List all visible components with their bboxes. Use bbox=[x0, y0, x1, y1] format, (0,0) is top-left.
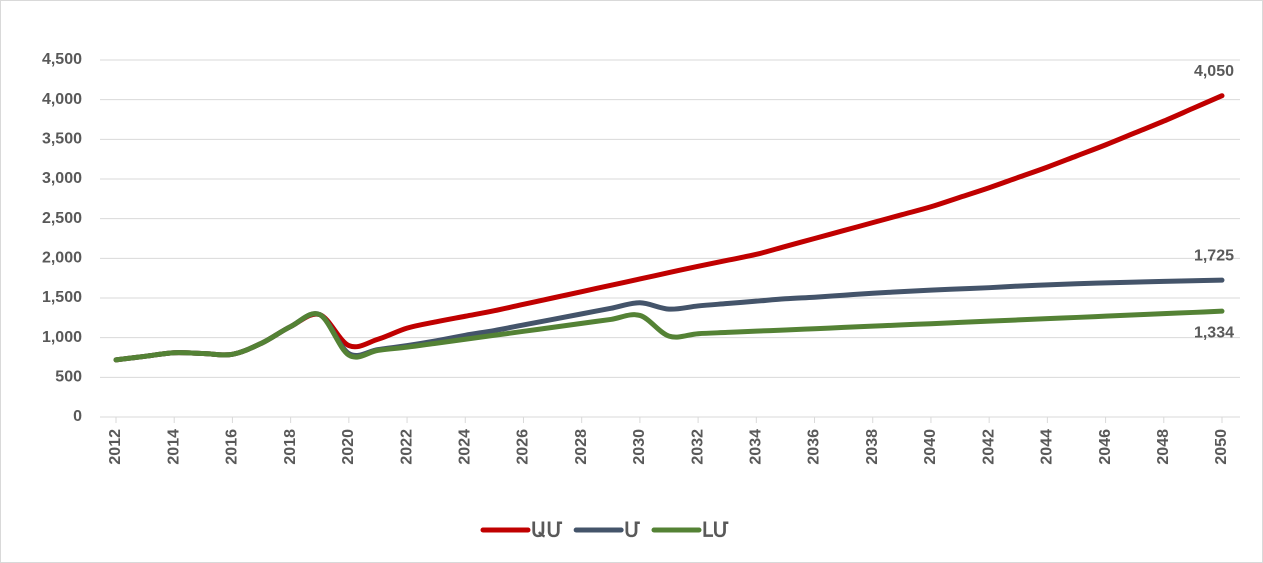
series-line bbox=[113, 308, 1225, 363]
x-tick-label: 2026 bbox=[515, 429, 532, 465]
x-tick-label: 2028 bbox=[573, 429, 590, 465]
data-label: 4,050 bbox=[1194, 63, 1234, 80]
x-tick-label: 2042 bbox=[980, 429, 997, 465]
y-tick-label: 2,500 bbox=[42, 210, 82, 227]
x-tick-label: 2040 bbox=[922, 429, 939, 465]
x-tick-label: 2016 bbox=[224, 429, 241, 465]
y-tick-label: 3,500 bbox=[42, 131, 82, 148]
x-tick-label: 2036 bbox=[806, 429, 823, 465]
x-tick-label: 2032 bbox=[689, 429, 706, 465]
y-tick-label: 3,000 bbox=[42, 170, 82, 187]
x-tick-label: 2034 bbox=[748, 429, 765, 465]
legend-label: ԼՄ bbox=[702, 519, 729, 541]
x-tick-label: 2020 bbox=[340, 429, 357, 465]
y-tick-label: 1,000 bbox=[42, 329, 82, 346]
x-tick-label: 2030 bbox=[631, 429, 648, 465]
x-tick-label: 2022 bbox=[398, 429, 415, 465]
y-tick-label: 4,500 bbox=[42, 51, 82, 68]
x-tick-label: 2046 bbox=[1097, 429, 1114, 465]
x-tick-label: 2050 bbox=[1213, 429, 1230, 465]
y-tick-label: 500 bbox=[55, 369, 82, 386]
x-tick-label: 2038 bbox=[864, 429, 881, 465]
data-label: 1,725 bbox=[1194, 247, 1234, 264]
y-tick-label: 4,000 bbox=[42, 91, 82, 108]
y-tick-label: 0 bbox=[73, 408, 82, 425]
legend-label: Մ bbox=[624, 519, 640, 541]
y-tick-label: 1,500 bbox=[42, 289, 82, 306]
x-tick-label: 2018 bbox=[282, 429, 299, 465]
x-tick-label: 2012 bbox=[107, 429, 124, 465]
x-tick-label: 2044 bbox=[1039, 429, 1056, 465]
y-tick-label: 2,000 bbox=[42, 250, 82, 267]
x-tick-label: 2024 bbox=[456, 429, 473, 465]
x-tick-label: 2048 bbox=[1155, 429, 1172, 465]
data-label: 1,334 bbox=[1194, 324, 1234, 341]
legend-label: ԱՄ bbox=[531, 519, 562, 541]
x-tick-label: 2014 bbox=[165, 429, 182, 465]
